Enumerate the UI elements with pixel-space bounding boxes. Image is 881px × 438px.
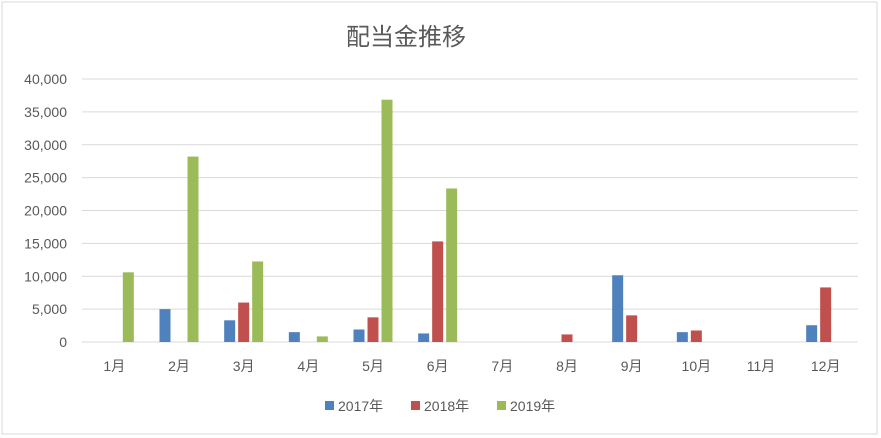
y-tick-label: 25,000 xyxy=(24,170,67,186)
bar-2019年-6月 xyxy=(446,188,458,342)
bar-2018年-12月 xyxy=(820,287,832,342)
legend-swatch xyxy=(325,401,334,410)
bar-2017年-9月 xyxy=(612,275,624,342)
bar-2018年-6月 xyxy=(432,241,444,342)
bar-2018年-8月 xyxy=(561,334,573,342)
bar-2019年-1月 xyxy=(122,272,134,342)
y-tick-label: 10,000 xyxy=(24,268,67,284)
x-tick-label: 9月 xyxy=(621,358,643,374)
bar-2017年-3月 xyxy=(224,320,236,342)
y-tick-label: 0 xyxy=(59,334,67,350)
bar-2019年-5月 xyxy=(381,99,393,343)
x-tick-label: 11月 xyxy=(747,358,776,374)
x-tick-label: 4月 xyxy=(297,358,319,374)
bar-2018年-9月 xyxy=(626,315,638,342)
legend-label: 2018年 xyxy=(424,398,469,414)
x-tick-label: 12月 xyxy=(811,358,841,374)
bar-2017年-2月 xyxy=(159,309,171,342)
bar-2019年-4月 xyxy=(316,336,328,342)
x-tick-label: 10月 xyxy=(682,358,712,374)
bar-2017年-10月 xyxy=(676,332,688,342)
bar-2017年-4月 xyxy=(288,332,300,342)
y-tick-label: 5,000 xyxy=(32,301,67,317)
x-tick-label: 8月 xyxy=(556,358,578,374)
bar-2017年-12月 xyxy=(806,325,818,342)
bar-2018年-10月 xyxy=(690,330,702,342)
x-tick-label: 3月 xyxy=(233,358,255,374)
y-tick-label: 35,000 xyxy=(24,104,67,120)
x-tick-label: 6月 xyxy=(427,358,449,374)
x-tick-label: 5月 xyxy=(362,358,384,374)
bar-2017年-5月 xyxy=(353,329,365,342)
bar-2019年-3月 xyxy=(252,261,264,342)
y-tick-label: 40,000 xyxy=(24,71,67,87)
y-tick-label: 20,000 xyxy=(24,203,67,219)
legend-swatch xyxy=(411,401,420,410)
chart-title: 配当金推移 xyxy=(346,24,466,51)
bar-2018年-5月 xyxy=(367,317,379,342)
y-tick-label: 30,000 xyxy=(24,137,67,153)
legend-label: 2019年 xyxy=(510,398,555,414)
bar-2019年-2月 xyxy=(187,156,199,342)
bar-2018年-3月 xyxy=(238,302,250,342)
legend-label: 2017年 xyxy=(338,398,383,414)
x-tick-label: 7月 xyxy=(491,358,513,374)
x-tick-label: 1月 xyxy=(103,358,125,374)
y-tick-label: 15,000 xyxy=(24,235,67,251)
bar-2017年-6月 xyxy=(418,333,430,342)
x-tick-label: 2月 xyxy=(168,358,190,374)
legend-swatch xyxy=(497,401,506,410)
